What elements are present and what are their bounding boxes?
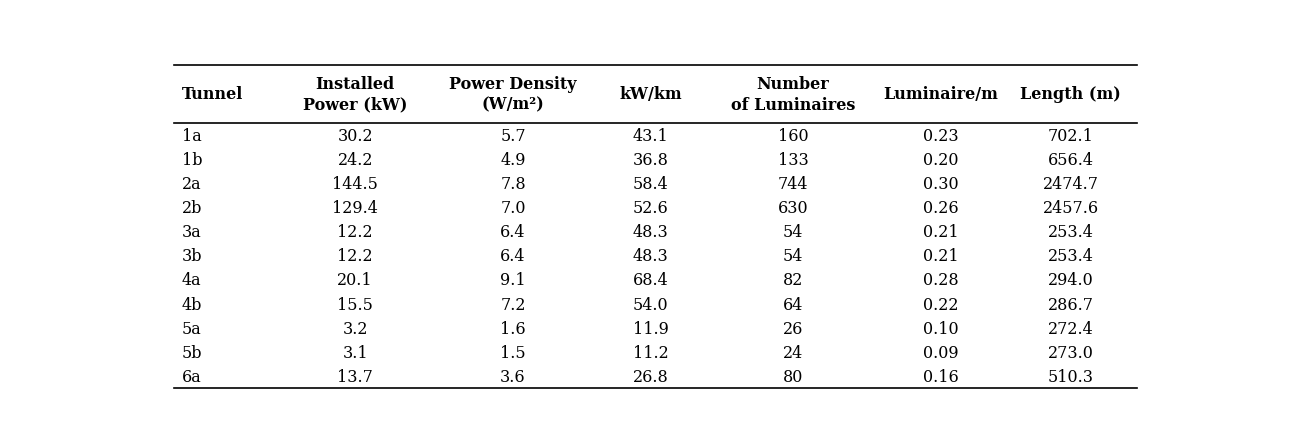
Text: Number
of Luminaires: Number of Luminaires [731,76,855,114]
Text: 68.4: 68.4 [632,272,669,289]
Text: 2474.7: 2474.7 [1042,176,1099,193]
Text: 20.1: 20.1 [338,272,373,289]
Text: 1.6: 1.6 [501,320,526,337]
Text: Tunnel: Tunnel [181,86,243,103]
Text: 64: 64 [783,296,803,313]
Text: 52.6: 52.6 [632,200,669,217]
Text: 13.7: 13.7 [338,368,373,385]
Text: 1.5: 1.5 [501,344,526,361]
Text: Power Density
(W/m²): Power Density (W/m²) [449,76,577,114]
Text: 12.2: 12.2 [338,224,373,241]
Text: 4b: 4b [181,296,202,313]
Text: 15.5: 15.5 [338,296,373,313]
Text: 7.8: 7.8 [501,176,526,193]
Text: 286.7: 286.7 [1047,296,1093,313]
Text: 0.10: 0.10 [922,320,958,337]
Text: 0.09: 0.09 [922,344,958,361]
Text: 48.3: 48.3 [632,224,669,241]
Text: 3.1: 3.1 [343,344,368,361]
Text: 3.6: 3.6 [501,368,526,385]
Text: 0.20: 0.20 [922,151,958,168]
Text: 0.23: 0.23 [922,128,958,145]
Text: 7.2: 7.2 [501,296,526,313]
Text: 5a: 5a [181,320,201,337]
Text: 58.4: 58.4 [632,176,669,193]
Text: 48.3: 48.3 [632,248,669,265]
Text: Luminaire/m: Luminaire/m [883,86,999,103]
Text: 9.1: 9.1 [501,272,526,289]
Text: 3.2: 3.2 [343,320,368,337]
Text: 43.1: 43.1 [632,128,669,145]
Text: 6a: 6a [181,368,201,385]
Text: Installed
Power (kW): Installed Power (kW) [304,76,407,114]
Text: 36.8: 36.8 [632,151,669,168]
Text: 0.21: 0.21 [922,248,958,265]
Text: 630: 630 [778,200,808,217]
Text: 160: 160 [778,128,808,145]
Text: 1a: 1a [181,128,201,145]
Text: 11.9: 11.9 [632,320,669,337]
Text: 0.16: 0.16 [922,368,959,385]
Text: 253.4: 253.4 [1047,224,1093,241]
Text: 6.4: 6.4 [501,248,526,265]
Text: 26: 26 [783,320,803,337]
Text: 0.28: 0.28 [922,272,958,289]
Text: 272.4: 272.4 [1047,320,1093,337]
Text: 744: 744 [778,176,808,193]
Text: 7.0: 7.0 [501,200,526,217]
Text: 0.21: 0.21 [922,224,958,241]
Text: 4.9: 4.9 [501,151,526,168]
Text: 2457.6: 2457.6 [1042,200,1099,217]
Text: 26.8: 26.8 [632,368,669,385]
Text: 2b: 2b [181,200,202,217]
Text: 54: 54 [783,248,803,265]
Text: 54: 54 [783,224,803,241]
Text: 510.3: 510.3 [1047,368,1093,385]
Text: 24: 24 [783,344,803,361]
Text: 5b: 5b [181,344,202,361]
Text: 0.30: 0.30 [922,176,958,193]
Text: 129.4: 129.4 [332,200,378,217]
Text: 5.7: 5.7 [501,128,526,145]
Text: 24.2: 24.2 [338,151,373,168]
Text: 656.4: 656.4 [1047,151,1093,168]
Text: 80: 80 [783,368,803,385]
Text: 12.2: 12.2 [338,248,373,265]
Text: 144.5: 144.5 [332,176,378,193]
Text: 133: 133 [778,151,808,168]
Text: 702.1: 702.1 [1047,128,1093,145]
Text: Length (m): Length (m) [1020,86,1121,103]
Text: 3a: 3a [181,224,201,241]
Text: 2a: 2a [181,176,201,193]
Text: 0.26: 0.26 [922,200,958,217]
Text: 0.22: 0.22 [922,296,958,313]
Text: kW/km: kW/km [619,86,682,103]
Text: 273.0: 273.0 [1047,344,1093,361]
Text: 82: 82 [783,272,803,289]
Text: 6.4: 6.4 [501,224,526,241]
Text: 294.0: 294.0 [1047,272,1093,289]
Text: 54.0: 54.0 [633,296,669,313]
Text: 11.2: 11.2 [632,344,669,361]
Text: 1b: 1b [181,151,202,168]
Text: 3b: 3b [181,248,202,265]
Text: 30.2: 30.2 [338,128,373,145]
Text: 253.4: 253.4 [1047,248,1093,265]
Text: 4a: 4a [181,272,201,289]
